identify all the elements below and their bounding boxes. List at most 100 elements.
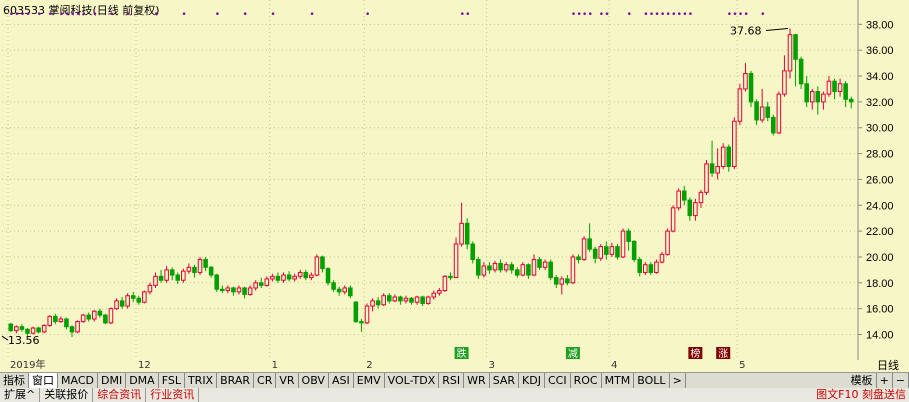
event-dot[interactable]: • bbox=[126, 10, 131, 20]
event-dot[interactable]: • bbox=[309, 10, 314, 20]
event-dot[interactable]: • bbox=[671, 10, 676, 20]
event-dot[interactable]: • bbox=[270, 10, 275, 20]
event-marker[interactable]: 减 bbox=[568, 348, 578, 360]
indicator-tab[interactable]: ASI bbox=[329, 373, 354, 388]
event-dot[interactable]: • bbox=[571, 10, 576, 20]
candle-body bbox=[643, 264, 648, 273]
event-dot[interactable]: • bbox=[688, 10, 693, 20]
template-tab[interactable]: 模板 bbox=[848, 373, 877, 388]
event-dot[interactable]: • bbox=[743, 10, 748, 20]
indicator-tab[interactable]: CR bbox=[254, 373, 277, 388]
event-dot[interactable]: • bbox=[682, 10, 687, 20]
event-dot[interactable]: • bbox=[64, 10, 69, 20]
date-axis: 2019年 12 1 2 3 4 5 bbox=[0, 360, 909, 372]
event-marker-box[interactable] bbox=[565, 347, 580, 359]
event-dot[interactable]: • bbox=[738, 10, 743, 20]
event-dot[interactable]: • bbox=[465, 10, 470, 20]
event-dot[interactable]: • bbox=[81, 10, 86, 20]
indicator-tab[interactable]: OBV bbox=[299, 373, 329, 388]
event-dot[interactable]: • bbox=[760, 10, 765, 20]
candle-body bbox=[570, 256, 576, 284]
candle-body bbox=[41, 324, 47, 333]
event-marker-box[interactable] bbox=[716, 347, 731, 359]
indicator-tab[interactable]: ROC bbox=[571, 373, 602, 388]
indicator-tab[interactable]: > bbox=[670, 373, 686, 388]
event-dot[interactable]: • bbox=[59, 10, 64, 20]
indicator-tab[interactable]: VR bbox=[276, 373, 299, 388]
event-dot[interactable]: • bbox=[649, 10, 654, 20]
event-marker-box[interactable] bbox=[688, 347, 703, 359]
event-dot[interactable]: • bbox=[153, 10, 158, 20]
indicator-tab[interactable]: MTM bbox=[602, 373, 635, 388]
event-dot[interactable]: • bbox=[604, 10, 609, 20]
info-tab[interactable]: 关联报价 bbox=[40, 388, 94, 402]
info-tab[interactable]: 扩展^ bbox=[0, 388, 41, 402]
event-dot[interactable]: • bbox=[48, 10, 53, 20]
candle-body bbox=[826, 80, 832, 95]
event-dot[interactable]: • bbox=[460, 10, 465, 20]
event-dot[interactable]: • bbox=[243, 10, 248, 20]
candle-body bbox=[270, 275, 275, 280]
event-dot[interactable]: • bbox=[582, 10, 587, 20]
event-marker[interactable]: 跌 bbox=[457, 347, 467, 360]
event-dot[interactable]: • bbox=[627, 10, 632, 20]
indicator-tab[interactable]: CCI bbox=[545, 373, 571, 388]
event-dot[interactable]: • bbox=[181, 10, 186, 20]
event-dot[interactable]: • bbox=[576, 10, 581, 20]
indicator-tab[interactable]: 指标 bbox=[0, 373, 29, 388]
candle-body bbox=[119, 300, 125, 307]
y-tick-label: 38.00 bbox=[866, 19, 894, 31]
candle-body bbox=[186, 266, 192, 272]
indicator-tab[interactable]: EMV bbox=[354, 373, 385, 388]
indicator-tab[interactable]: MACD bbox=[58, 373, 98, 388]
event-marker[interactable]: 涨 bbox=[718, 348, 728, 360]
event-dot[interactable]: • bbox=[732, 10, 737, 20]
event-dot[interactable]: • bbox=[660, 10, 665, 20]
kline-chart[interactable]: 603533 掌阅科技(日线 前复权) 38.00 36.00 34.00 32.00… bbox=[0, 0, 909, 360]
indicator-tab[interactable]: FSL bbox=[159, 373, 185, 388]
event-dot[interactable]: • bbox=[9, 10, 14, 20]
candle-body bbox=[303, 271, 309, 279]
info-tab[interactable]: 综合资讯 bbox=[93, 388, 147, 402]
indicator-tab[interactable]: WR bbox=[464, 373, 490, 388]
event-dot[interactable]: • bbox=[25, 10, 30, 20]
event-dot[interactable]: • bbox=[76, 10, 81, 20]
event-dot[interactable]: • bbox=[654, 10, 659, 20]
event-dot[interactable]: • bbox=[20, 10, 25, 20]
candle-body bbox=[609, 246, 615, 255]
y-tick-label: 32.00 bbox=[866, 97, 894, 109]
indicator-tab[interactable]: BRAR bbox=[217, 373, 255, 388]
event-dot[interactable]: • bbox=[599, 10, 604, 20]
indicator-tab[interactable]: VOL-TDX bbox=[385, 373, 440, 388]
candle-body bbox=[136, 297, 142, 303]
indicator-tab[interactable]: DMA bbox=[126, 373, 159, 388]
event-dot[interactable]: • bbox=[70, 10, 75, 20]
event-dot[interactable]: • bbox=[37, 10, 42, 20]
event-dot[interactable]: • bbox=[365, 10, 370, 20]
template-tab[interactable]: + bbox=[877, 373, 893, 388]
event-marker[interactable]: 榜 bbox=[690, 347, 700, 360]
indicator-tab[interactable]: RSI bbox=[439, 373, 465, 388]
indicator-tab[interactable]: BOLL bbox=[634, 373, 670, 388]
indicator-tab[interactable]: SAR bbox=[490, 373, 520, 388]
candle-body bbox=[220, 288, 225, 292]
event-dot[interactable]: • bbox=[215, 10, 220, 20]
indicator-tab[interactable]: KDJ bbox=[519, 373, 545, 388]
candle-body bbox=[242, 287, 247, 295]
event-dot[interactable]: • bbox=[92, 10, 97, 20]
event-marker-box[interactable] bbox=[454, 347, 469, 359]
info-tab[interactable]: 行业资讯 bbox=[146, 388, 200, 402]
event-dot[interactable]: • bbox=[109, 10, 114, 20]
f10-link[interactable]: 图文F10 刻盘送信 bbox=[816, 388, 906, 401]
event-dot[interactable]: • bbox=[666, 10, 671, 20]
event-dot[interactable]: • bbox=[677, 10, 682, 20]
candle-body bbox=[253, 282, 258, 289]
event-dot[interactable]: • bbox=[14, 10, 19, 20]
indicator-tab[interactable]: DMI bbox=[98, 373, 127, 388]
template-tab[interactable]: − bbox=[893, 373, 909, 388]
indicator-tab[interactable]: TRIX bbox=[185, 373, 218, 388]
event-dot[interactable]: • bbox=[588, 10, 593, 20]
event-dot[interactable]: • bbox=[727, 10, 732, 20]
indicator-tab[interactable]: 窗口 bbox=[29, 373, 58, 388]
event-dot[interactable]: • bbox=[643, 10, 648, 20]
